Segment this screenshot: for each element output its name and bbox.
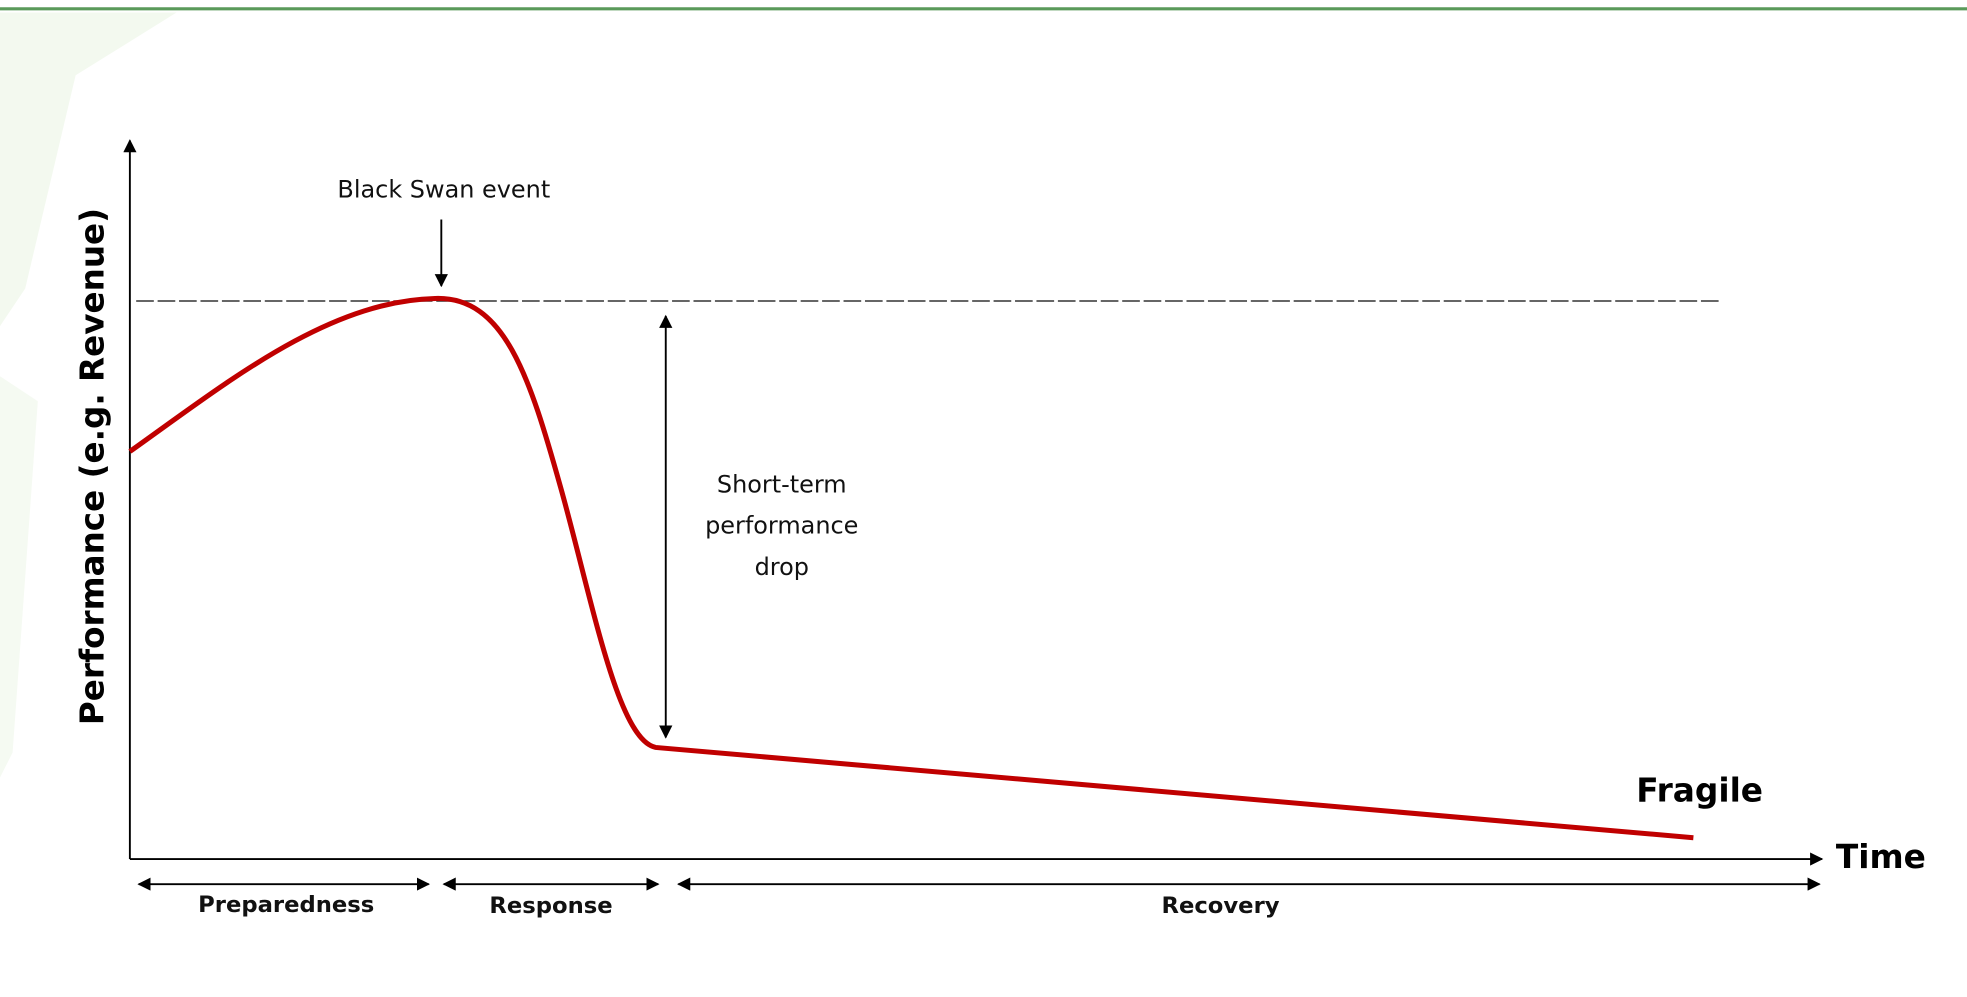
y-axis-label: Performance (e.g. Revenue) [74,208,112,725]
curve-label: Fragile [1636,772,1763,810]
drop-label: drop [755,553,809,581]
decor-shape [0,12,177,327]
decor-shape [0,376,38,778]
drop-label: Short-term [717,470,847,498]
phase-label: Recovery [1162,893,1280,919]
event-label: Black Swan event [337,176,550,204]
x-axis-label: Time [1836,838,1926,876]
phase-label: Response [489,893,612,919]
drop-label: performance [705,512,858,540]
phase-label: Preparedness [198,892,374,918]
performance-curve [128,295,1694,841]
